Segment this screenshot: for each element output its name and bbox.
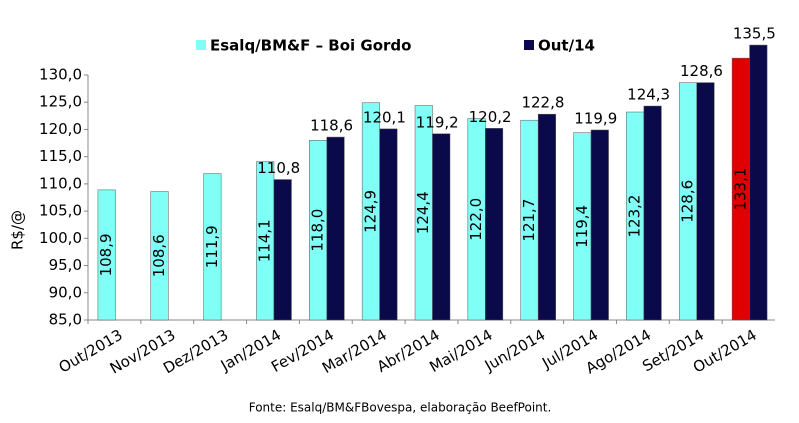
bar — [432, 133, 451, 321]
legend-swatch — [196, 40, 206, 50]
value-label: 108,6 — [150, 234, 168, 277]
y-tick-label: 90,0 — [49, 283, 82, 301]
value-label: 108,9 — [97, 233, 115, 276]
value-label: 119,4 — [573, 205, 591, 248]
value-label: 133,1 — [731, 168, 749, 211]
value-label: 111,9 — [203, 225, 221, 268]
bar — [150, 191, 169, 321]
y-tick-label: 85,0 — [49, 311, 82, 329]
value-label: 119,2 — [416, 113, 459, 131]
bar — [537, 113, 556, 321]
y-tick-label: 100,0 — [39, 229, 82, 247]
value-label: 110,8 — [257, 159, 300, 177]
bar — [203, 173, 222, 321]
value-label: 128,6 — [678, 180, 696, 223]
value-label: 124,4 — [414, 191, 432, 234]
bar — [643, 105, 662, 321]
bar — [590, 129, 609, 321]
bar — [485, 128, 504, 321]
bar — [696, 82, 715, 321]
value-label: 124,9 — [361, 190, 379, 233]
value-label: 122,8 — [521, 94, 564, 112]
value-label: 121,7 — [520, 199, 538, 242]
y-tick-label: 115,0 — [39, 147, 82, 165]
value-label: 118,0 — [309, 209, 327, 252]
bar — [97, 189, 116, 321]
bar — [379, 128, 398, 321]
value-label: 114,1 — [256, 219, 274, 262]
source-note: Fonte: Esalq/BM&FBovespa, elaboração Bee… — [249, 401, 552, 415]
legend-label: Out/14 — [538, 37, 595, 55]
x-tick-label: Jun/2014 — [481, 326, 549, 375]
value-label: 120,1 — [363, 108, 406, 126]
legend-swatch — [524, 40, 534, 50]
y-tick-label: 130,0 — [39, 66, 82, 84]
y-tick-label: 125,0 — [39, 93, 82, 111]
y-tick-label: 120,0 — [39, 120, 82, 138]
bar — [749, 44, 768, 321]
legend-label: Esalq/BM&F – Boi Gordo — [210, 37, 411, 55]
bar — [326, 136, 345, 321]
y-tick-label: 105,0 — [39, 202, 82, 220]
bar — [273, 179, 292, 321]
value-label: 119,9 — [574, 109, 617, 127]
value-label: 135,5 — [733, 25, 776, 43]
value-label: 122,0 — [467, 198, 485, 241]
y-axis-title: R$/@ — [9, 210, 27, 250]
value-label: 128,6 — [680, 62, 723, 80]
y-tick-label: 110,0 — [39, 174, 82, 192]
value-label: 124,3 — [627, 86, 670, 104]
value-label: 123,2 — [626, 195, 644, 238]
y-tick-label: 95,0 — [49, 256, 82, 274]
value-label: 118,6 — [310, 117, 353, 135]
value-label: 120,2 — [469, 108, 512, 126]
